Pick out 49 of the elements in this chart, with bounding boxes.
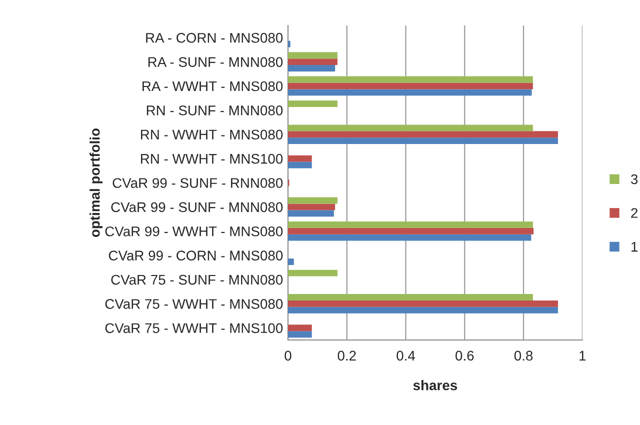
y-tick-label: CVaR 99 - CORN - MNS080 <box>108 250 283 260</box>
x-tick-label: 0.2 <box>338 350 356 361</box>
bar <box>288 76 533 83</box>
bar <box>288 155 312 162</box>
x-tick-label: 0.8 <box>514 350 533 361</box>
bar <box>288 221 533 228</box>
y-tick-label: RA - WWHT - MNS080 <box>142 81 283 92</box>
bar <box>288 228 534 234</box>
bar <box>288 124 533 132</box>
bar <box>288 324 312 332</box>
bar <box>288 210 334 217</box>
bar <box>288 58 338 66</box>
y-tick-label: RA - SUNF - MNN080 <box>148 57 283 67</box>
bar <box>288 306 558 314</box>
bar <box>288 300 558 307</box>
bar <box>288 131 558 138</box>
legend-label: 3 <box>630 174 638 184</box>
bar <box>288 258 294 266</box>
y-tick-label: CVaR 99 - WWHT - MNS080 <box>105 226 283 236</box>
bar <box>288 100 338 107</box>
y-tick-label: RN - WWHT - MNS100 <box>141 154 283 164</box>
y-tick-label: RN - SUNF - MNN080 <box>146 106 283 116</box>
bar <box>288 234 532 241</box>
bar <box>288 270 338 276</box>
bar <box>288 162 312 168</box>
y-tick-label: CVaR 75 - WWHT - MNS080 <box>105 299 283 309</box>
y-tick-label: CVaR 99 - SUNF - RNN080 <box>112 178 283 188</box>
bar <box>288 294 533 300</box>
bar <box>288 331 312 338</box>
x-tick-label: 0.6 <box>456 350 474 361</box>
bar <box>288 89 532 96</box>
y-tick-label: RA - CORN - MNS080 <box>146 32 283 43</box>
bar <box>288 138 558 144</box>
y-axis-title: optimal portfolio <box>90 128 103 237</box>
bar <box>288 82 533 90</box>
bar <box>288 204 336 210</box>
x-tick-label: 1 <box>580 350 586 360</box>
legend-label: 2 <box>631 208 638 218</box>
bar <box>288 52 338 59</box>
y-tick-label: CVaR 99 - SUNF - MNN080 <box>111 202 283 212</box>
legend-label: 1 <box>632 242 638 252</box>
x-axis-title: shares <box>413 380 458 390</box>
bar <box>288 65 336 72</box>
y-tick-label: CVaR 75 - WWHT - MNS100 <box>105 323 283 334</box>
x-tick-label: 0.4 <box>396 350 416 361</box>
y-tick-label: CVaR 75 - SUNF - MNN080 <box>111 274 283 285</box>
y-tick-label: RN - WWHT - MNS080 <box>141 130 283 140</box>
x-tick-label: 0 <box>284 350 292 361</box>
bar <box>288 197 338 204</box>
